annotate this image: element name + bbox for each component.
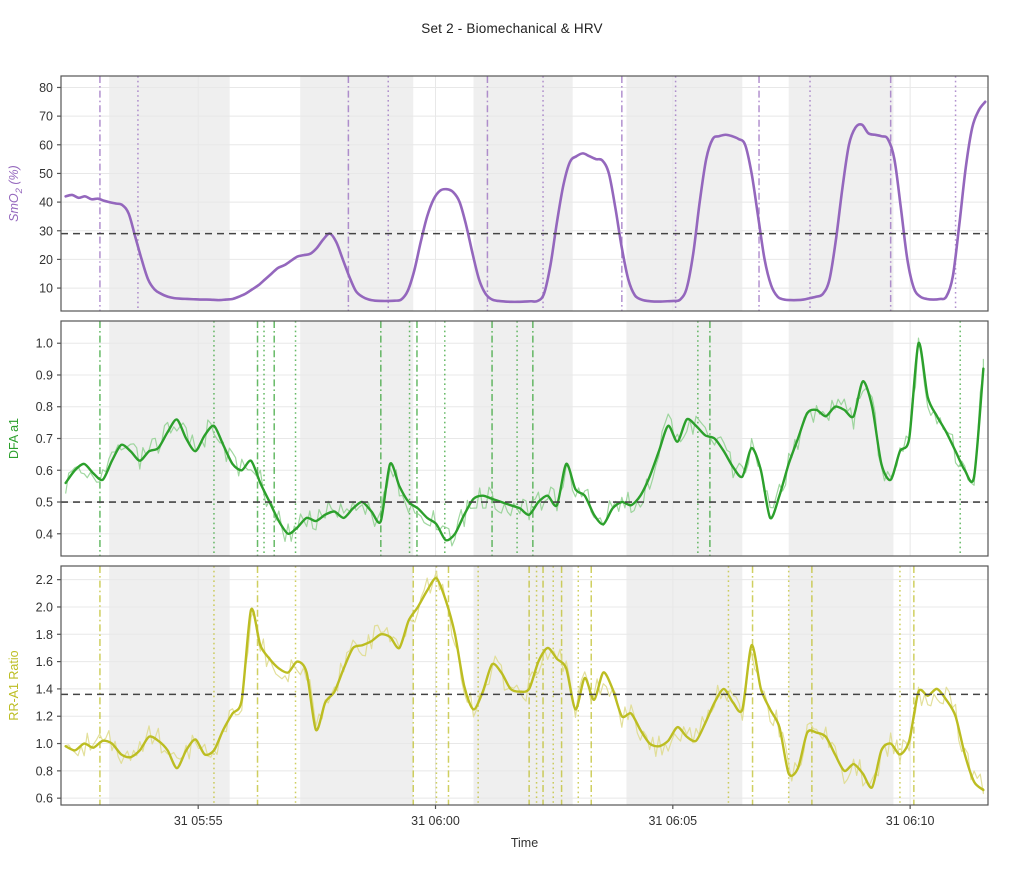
y-tick-label: 0.8 <box>36 764 53 778</box>
figure-title: Set 2 - Biomechanical & HRV <box>421 21 603 36</box>
shaded-interval-band <box>300 76 414 311</box>
x-tick-label: 31 05:55 <box>174 814 223 828</box>
y-tick-label: 0.5 <box>36 496 53 510</box>
y-tick-label: 1.8 <box>36 628 53 642</box>
shaded-interval-band <box>626 76 743 311</box>
axes-frame <box>60 565 989 806</box>
shaded-interval-band <box>626 566 743 805</box>
y-axis-title: DFA a1 <box>7 418 21 459</box>
shaded-interval-band <box>300 566 414 805</box>
x-tick-label: 31 06:10 <box>886 814 935 828</box>
y-tick-label: 70 <box>39 110 53 124</box>
y-tick-label: 1.0 <box>36 337 53 351</box>
series-line-rr-a1-ratio <box>64 577 985 792</box>
shaded-interval-band <box>473 566 573 805</box>
x-axis-title: Time <box>511 836 538 850</box>
y-tick-label: 0.7 <box>36 432 53 446</box>
y-tick-label: 0.8 <box>36 400 53 414</box>
y-tick-label: 0.6 <box>36 792 53 806</box>
y-axis-title: RR-A1 Ratio <box>7 650 21 720</box>
series-line-dfa-a1 <box>64 342 985 542</box>
y-tick-label: 1.0 <box>36 737 53 751</box>
x-tick-label: 31 06:00 <box>411 814 460 828</box>
y-tick-label: 80 <box>39 81 53 95</box>
shaded-interval-band <box>473 76 573 311</box>
axes-frame <box>60 75 989 312</box>
panel-rr-a1-ratio: 0.6 0.8 1.0 1.2 1.4 1.6 1.8 2.0 2.2 RR-A1 Ratio <box>7 565 989 806</box>
panel-smo2: 10 20 30 40 50 60 70 80 SmO2 (%) <box>7 75 989 312</box>
y-tick-label: 60 <box>39 138 53 152</box>
y-tick-label: 1.2 <box>36 710 53 724</box>
y-tick-label: 0.4 <box>36 527 53 541</box>
series-line-smo2- <box>64 100 987 304</box>
y-axis-title: SmO2 (%) <box>7 165 25 222</box>
x-axis-group: 31 05:55 31 06:00 31 06:05 31 06:10 Time <box>174 805 935 850</box>
y-tick-label: 20 <box>39 253 53 267</box>
shaded-interval-band <box>109 76 230 311</box>
y-tick-label: 0.9 <box>36 368 53 382</box>
y-tick-label: 1.4 <box>36 682 53 696</box>
shaded-interval-band <box>109 566 230 805</box>
y-tick-label: 10 <box>39 282 53 296</box>
y-tick-label: 2.2 <box>36 573 53 587</box>
y-tick-label: 2.0 <box>36 600 53 614</box>
y-tick-label: 50 <box>39 167 53 181</box>
y-tick-label: 0.6 <box>36 464 53 478</box>
y-tick-label: 1.6 <box>36 655 53 669</box>
panel-dfa-a1: 0.4 0.5 0.6 0.7 0.8 0.9 1.0 DFA a1 <box>7 320 989 557</box>
x-tick-label: 31 06:05 <box>648 814 697 828</box>
y-tick-label: 40 <box>39 196 53 210</box>
y-tick-label: 30 <box>39 224 53 238</box>
